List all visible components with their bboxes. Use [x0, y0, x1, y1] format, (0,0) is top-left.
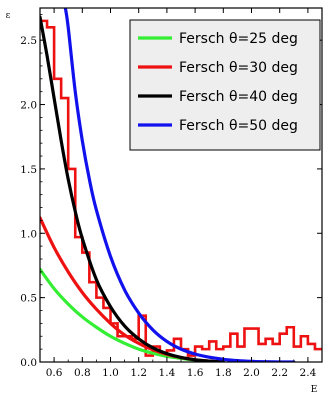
y-axis-label: ε [6, 11, 11, 21]
y-tick-label: 1.5 [20, 164, 37, 176]
y-tick-label: 2.0 [20, 100, 37, 112]
x-tick-label: 2.0 [243, 367, 260, 379]
x-tick-label: 1.0 [102, 367, 119, 379]
x-ticks: 0.6 0.8 1.0 1.2 1.4 1.6 1.8 2.0 2.2 2.4 [39, 8, 323, 379]
x-tick-label: 1.2 [130, 367, 147, 379]
series-line-1 [40, 216, 225, 362]
x-tick-label: 1.4 [159, 367, 176, 379]
legend-label: Fersch θ=40 deg [179, 89, 298, 105]
legend-label: Fersch θ=25 deg [179, 31, 298, 47]
legend: Fersch θ=25 deg Fersch θ=30 deg Fersch θ=4… [129, 19, 321, 151]
series-layer [40, 8, 296, 362]
x-tick-label: 2.2 [271, 367, 288, 379]
y-tick-label: 0.5 [20, 293, 37, 305]
x-tick-label: 0.8 [74, 367, 91, 379]
y-tick-label: 2.5 [20, 35, 37, 47]
x-tick-label: 1.6 [187, 367, 204, 379]
legend-box [129, 19, 321, 151]
series-line-3 [63, 8, 296, 362]
x-tick-label: 2.4 [300, 367, 317, 379]
x-tick-label: 0.6 [46, 367, 63, 379]
x-tick-label: 1.8 [215, 367, 232, 379]
x-axis-label: E [311, 385, 318, 395]
y-tick-label: 1.0 [20, 228, 37, 240]
series-line-2 [40, 15, 225, 362]
y-ticks: 0.0 0.5 1.0 1.5 2.0 2.5 [20, 14, 322, 369]
y-tick-label: 0.0 [20, 357, 37, 369]
legend-label: Fersch θ=50 deg [179, 118, 298, 134]
legend-label: Fersch θ=30 deg [179, 60, 298, 76]
